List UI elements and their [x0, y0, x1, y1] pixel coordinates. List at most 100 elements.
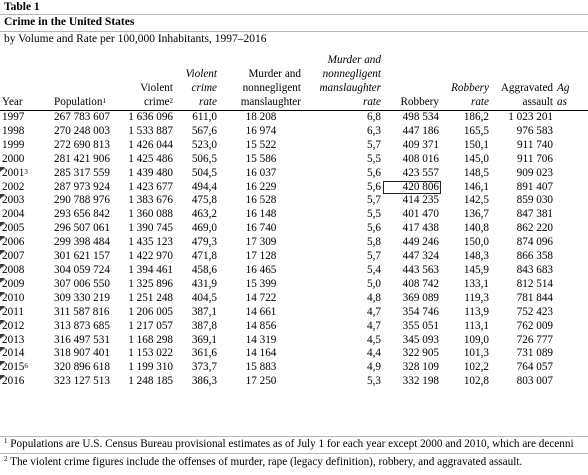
assault-cell[interactable]: 862 220: [516, 222, 553, 235]
assault-rate-cell[interactable]: [555, 208, 588, 222]
assault-rate-cell[interactable]: [555, 139, 588, 153]
robbery-cell[interactable]: 355 051: [402, 319, 439, 332]
robbery-cell[interactable]: 322 905: [402, 347, 439, 360]
murder-rate-cell[interactable]: 5,7: [367, 194, 381, 207]
murder-cell[interactable]: 16 229: [245, 180, 277, 193]
robbery-cell[interactable]: 345 093: [402, 333, 439, 346]
murder-cell[interactable]: 16 465: [245, 263, 277, 276]
assault-rate-cell[interactable]: [555, 111, 588, 125]
murder-rate-cell[interactable]: 5,6: [367, 166, 381, 179]
violent-crime-cell[interactable]: 1 422 970: [128, 250, 173, 263]
violent-crime-cell[interactable]: 1 360 088: [128, 208, 173, 221]
murder-rate-cell[interactable]: 5,5: [367, 208, 381, 221]
violent-rate-cell[interactable]: 506,5: [191, 152, 217, 165]
murder-rate-cell[interactable]: 4,7: [367, 319, 381, 332]
population-cell[interactable]: 293 656 842: [54, 208, 110, 221]
population-cell[interactable]: 299 398 484: [54, 236, 110, 249]
violent-crime-cell[interactable]: 1 426 044: [128, 138, 173, 151]
assault-cell[interactable]: 911 706: [517, 152, 553, 165]
population-cell[interactable]: 270 248 003: [54, 124, 110, 137]
murder-cell[interactable]: 18 208: [245, 111, 277, 123]
violent-crime-cell[interactable]: 1 217 057: [128, 319, 173, 332]
year-cell[interactable]: 20156: [0, 361, 28, 374]
col-violent-crime-rate[interactable]: Violent crime rate: [175, 48, 219, 111]
assault-rate-cell[interactable]: [555, 222, 588, 236]
violent-crime-cell[interactable]: 1 153 022: [128, 347, 173, 360]
murder-cell[interactable]: 15 883: [245, 361, 277, 374]
murder-cell[interactable]: 15 399: [245, 277, 277, 290]
robbery-rate-cell[interactable]: 140,8: [463, 222, 489, 235]
murder-rate-cell[interactable]: 5,0: [367, 277, 381, 290]
murder-rate-cell[interactable]: 4,8: [367, 291, 381, 304]
robbery-cell[interactable]: 401 470: [402, 208, 439, 221]
murder-rate-cell[interactable]: 5,6: [367, 222, 381, 235]
assault-rate-cell[interactable]: [555, 153, 588, 167]
murder-cell[interactable]: 14 661: [245, 305, 277, 318]
robbery-cell[interactable]: 447 324: [402, 250, 439, 263]
murder-cell[interactable]: 16 740: [245, 222, 277, 235]
year-cell[interactable]: 2014: [0, 347, 25, 360]
robbery-rate-cell[interactable]: 146,1: [463, 180, 489, 193]
murder-cell[interactable]: 14 164: [245, 347, 277, 360]
violent-rate-cell[interactable]: 463,2: [191, 208, 217, 221]
robbery-cell[interactable]: 417 438: [402, 222, 439, 235]
robbery-cell[interactable]: 447 186: [402, 124, 439, 137]
assault-cell[interactable]: 762 009: [516, 319, 553, 332]
robbery-rate-cell[interactable]: 165,5: [463, 124, 489, 137]
murder-rate-cell[interactable]: 4,5: [367, 333, 381, 346]
murder-rate-cell[interactable]: 6,3: [367, 124, 381, 137]
year-cell[interactable]: 2006: [0, 236, 25, 249]
assault-rate-cell[interactable]: [555, 306, 588, 320]
robbery-cell[interactable]: 408 742: [402, 277, 439, 290]
murder-rate-cell[interactable]: 5,8: [367, 236, 381, 249]
murder-cell[interactable]: 17 128: [245, 250, 277, 263]
assault-cell[interactable]: 764 057: [516, 361, 553, 374]
col-violent-crime[interactable]: Violent crime2: [114, 48, 175, 111]
robbery-cell[interactable]: 498 534: [402, 111, 439, 123]
murder-rate-cell[interactable]: 4,7: [367, 305, 381, 318]
year-cell[interactable]: 2003: [0, 194, 25, 207]
violent-rate-cell[interactable]: 458,6: [191, 263, 217, 276]
violent-rate-cell[interactable]: 494,4: [191, 180, 217, 193]
violent-crime-cell[interactable]: 1 533 887: [128, 124, 173, 137]
violent-rate-cell[interactable]: 373,7: [191, 361, 217, 374]
assault-cell[interactable]: 847 381: [516, 208, 553, 221]
assault-cell[interactable]: 1 023 201: [508, 111, 553, 123]
assault-cell[interactable]: 909 023: [516, 166, 553, 179]
violent-rate-cell[interactable]: 431,9: [191, 277, 217, 290]
col-murder-rate[interactable]: Murder and nonnegligent manslaughter rate: [303, 48, 383, 111]
col-aggravated-assault[interactable]: Aggravated assault: [491, 48, 555, 111]
assault-cell[interactable]: 731 089: [516, 347, 553, 360]
robbery-cell[interactable]: 423 557: [402, 166, 439, 179]
population-cell[interactable]: 320 896 618: [54, 361, 110, 374]
year-cell[interactable]: 2012: [0, 319, 25, 332]
murder-rate-cell[interactable]: 5,4: [367, 263, 381, 276]
robbery-cell[interactable]: 354 746: [402, 305, 439, 318]
population-cell[interactable]: 309 330 219: [54, 291, 110, 304]
assault-cell[interactable]: 812 514: [516, 277, 553, 290]
robbery-rate-cell[interactable]: 148,3: [463, 250, 489, 263]
robbery-cell[interactable]: 420 806: [383, 180, 441, 195]
assault-cell[interactable]: 726 777: [516, 333, 553, 346]
population-cell[interactable]: 301 621 157: [54, 250, 110, 263]
violent-rate-cell[interactable]: 479,3: [191, 236, 217, 249]
violent-crime-cell[interactable]: 1 425 486: [128, 152, 173, 165]
population-cell[interactable]: 267 783 607: [54, 111, 110, 123]
assault-cell[interactable]: 781 844: [516, 291, 553, 304]
murder-cell[interactable]: 16 528: [245, 194, 277, 207]
violent-rate-cell[interactable]: 387,8: [191, 319, 217, 332]
year-cell[interactable]: 2008: [0, 263, 25, 276]
col-robbery[interactable]: Robbery: [383, 48, 441, 111]
col-aggravated-assault-rate[interactable]: Ag as: [555, 48, 588, 111]
year-cell[interactable]: 2005: [0, 222, 25, 235]
violent-rate-cell[interactable]: 469,0: [191, 222, 217, 235]
robbery-rate-cell[interactable]: 109,0: [463, 333, 489, 346]
population-cell[interactable]: 304 059 724: [54, 263, 110, 276]
murder-cell[interactable]: 15 586: [245, 152, 277, 165]
robbery-cell[interactable]: 332 198: [402, 375, 439, 388]
murder-cell[interactable]: 14 722: [245, 291, 277, 304]
murder-cell[interactable]: 16 148: [245, 208, 277, 221]
robbery-rate-cell[interactable]: 102,2: [463, 361, 489, 374]
population-cell[interactable]: 272 690 813: [54, 138, 110, 151]
robbery-rate-cell[interactable]: 150,0: [463, 236, 489, 249]
